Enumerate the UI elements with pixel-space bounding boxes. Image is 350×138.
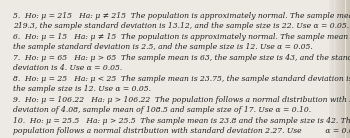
Text: 5.  Ho: μ = 215   Ha: μ ≠ 215  The population is approximately normal. The sampl: 5. Ho: μ = 215 Ha: μ ≠ 215 The populatio…	[13, 12, 350, 20]
Text: 219.3, the sample standard deviation is 13.12, and the sample size is 22. Use α : 219.3, the sample standard deviation is …	[13, 22, 349, 30]
FancyBboxPatch shape	[331, 0, 332, 138]
Text: 8.  Ho: μ = 25   Ha: μ < 25  The sample mean is 23.75, the sample standard devia: 8. Ho: μ = 25 Ha: μ < 25 The sample mean…	[13, 75, 350, 83]
Text: population follows a normal distribution with standard deviation 2.27. Use      : population follows a normal distribution…	[13, 127, 350, 135]
Text: deviation of 4.08, sample mean of 108.5 and sample size of 17. Use α = 0.10.: deviation of 4.08, sample mean of 108.5 …	[13, 106, 312, 114]
FancyBboxPatch shape	[340, 0, 341, 138]
Text: 7.  Ho: μ = 65   Ha: μ > 65  The sample mean is 63, the sample size is 43, and t: 7. Ho: μ = 65 Ha: μ > 65 The sample mean…	[13, 54, 350, 62]
Text: the sample size is 12. Use α = 0.05.: the sample size is 12. Use α = 0.05.	[13, 85, 151, 93]
Text: deviation is 4. Use α = 0.05.: deviation is 4. Use α = 0.05.	[13, 64, 122, 72]
FancyBboxPatch shape	[339, 0, 340, 138]
FancyBboxPatch shape	[345, 0, 346, 138]
Text: 10.  Ho: μ = 25.5   Ha: μ > 25.5  The sample mean is 23.8 and the sample size is: 10. Ho: μ = 25.5 Ha: μ > 25.5 The sample…	[13, 117, 350, 125]
FancyBboxPatch shape	[344, 0, 345, 138]
FancyBboxPatch shape	[347, 0, 348, 138]
FancyBboxPatch shape	[332, 0, 333, 138]
FancyBboxPatch shape	[348, 0, 349, 138]
FancyBboxPatch shape	[341, 0, 342, 138]
Text: 9.  Ho: μ = 106.22   Ha: μ > 106.22  The population follows a normal distributio: 9. Ho: μ = 106.22 Ha: μ > 106.22 The pop…	[13, 96, 350, 104]
FancyBboxPatch shape	[338, 0, 339, 138]
FancyBboxPatch shape	[0, 0, 329, 138]
FancyBboxPatch shape	[335, 0, 336, 138]
FancyBboxPatch shape	[336, 0, 337, 138]
Text: the sample standard deviation is 2.5, and the sample size is 12. Use α = 0.05.: the sample standard deviation is 2.5, an…	[13, 43, 313, 51]
FancyBboxPatch shape	[337, 0, 338, 138]
Text: 6.  Ho: μ = 15   Ha: μ ≠ 15  The population is approximately normal. The sample : 6. Ho: μ = 15 Ha: μ ≠ 15 The population …	[13, 33, 350, 41]
FancyBboxPatch shape	[349, 0, 350, 138]
FancyBboxPatch shape	[343, 0, 344, 138]
FancyBboxPatch shape	[342, 0, 343, 138]
